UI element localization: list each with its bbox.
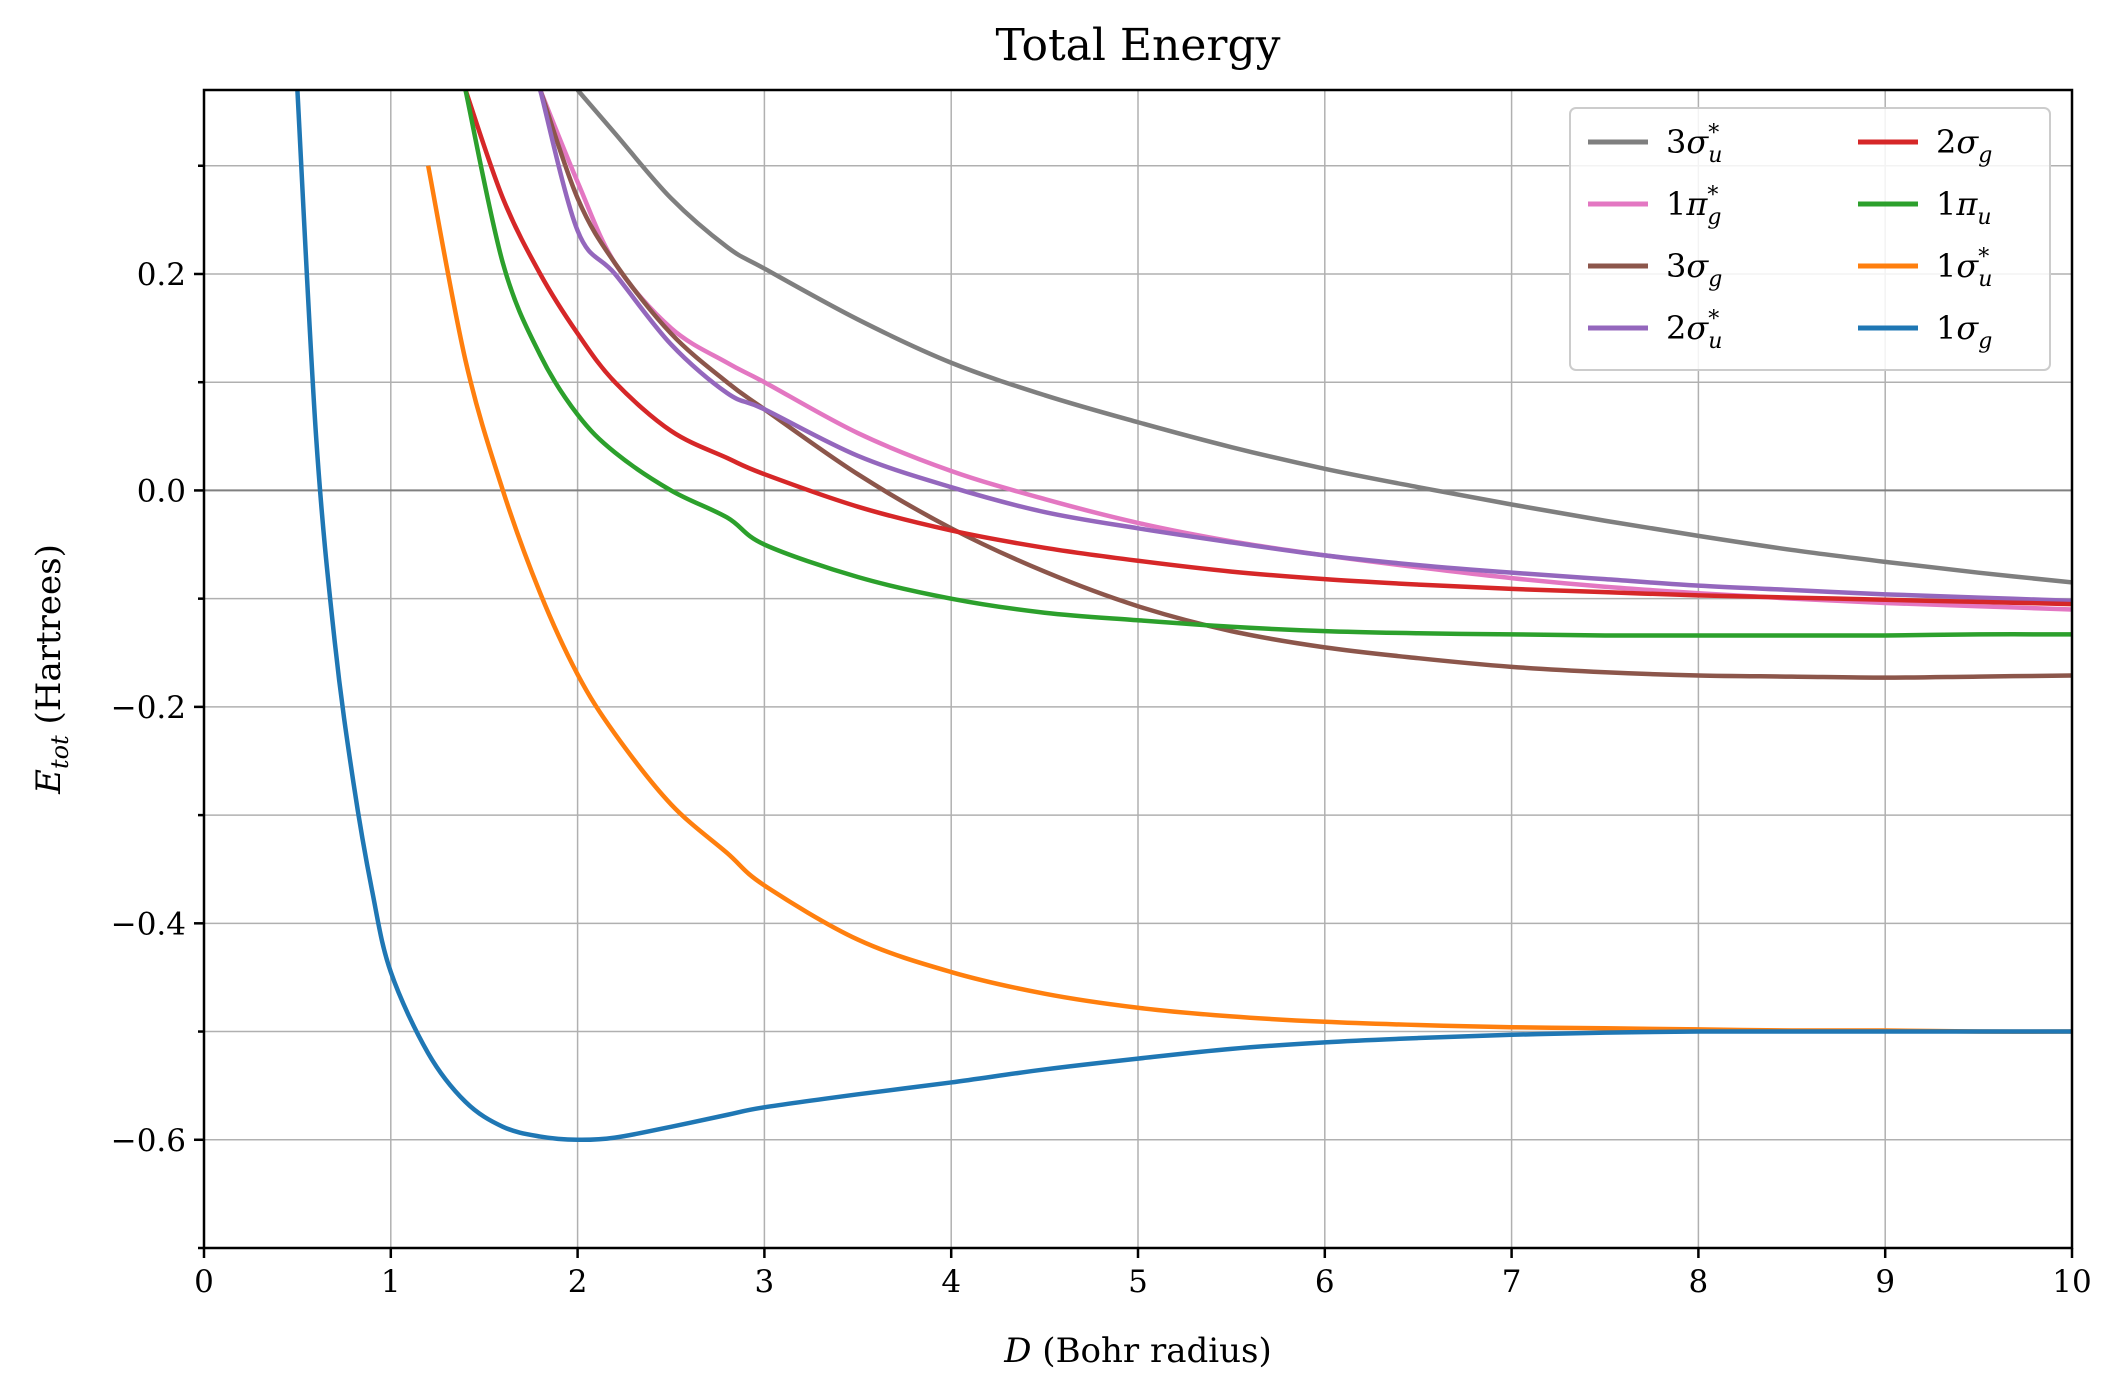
- x-tick-label: 6: [1315, 1264, 1335, 1300]
- series-line: [575, 90, 2072, 585]
- x-axis-label: D (Bohr radius): [1003, 1331, 1272, 1371]
- x-tick-label: 5: [1128, 1264, 1148, 1300]
- x-tick-label: 8: [1689, 1264, 1709, 1300]
- series-line: [538, 90, 2072, 604]
- axis-ticks: 0 1 2 3 4 5 6 7 8 9 10 −0.6 −0.4 −0.2 0.0 0.2: [111, 164, 2092, 1300]
- x-tick-label: 9: [1875, 1264, 1895, 1300]
- y-tick-label: 0.0: [137, 473, 186, 509]
- x-tick-label: 0: [194, 1264, 214, 1300]
- series-group: [295, 90, 2072, 1143]
- y-axis-label: Etot (Hartrees): [29, 544, 74, 795]
- legend: 3σ* u 1π* g 3σg 2σ* u 2σg 1πu 1σ* u 1σg: [1569, 107, 2051, 371]
- legend-entry-label: 2σg: [1936, 123, 1992, 168]
- y-tick-label: −0.6: [111, 1123, 186, 1159]
- series-line: [295, 90, 2072, 1143]
- chart-title: Total Energy: [996, 20, 1281, 71]
- series-line: [463, 90, 2072, 638]
- series-line: [463, 90, 2072, 607]
- x-axis-label-var: D: [1003, 1331, 1031, 1371]
- y-axis-label-rest: (Hartrees): [29, 544, 69, 735]
- x-tick-label: 10: [2052, 1264, 2091, 1300]
- x-tick-label: 7: [1502, 1264, 1522, 1300]
- x-axis-label-rest: (Bohr radius): [1032, 1331, 1272, 1371]
- legend-box: [1569, 107, 2051, 371]
- legend-entry-label: 3σ* u: [1666, 121, 1722, 168]
- series-line: [538, 90, 2072, 680]
- y-tick-label: 0.2: [137, 257, 186, 293]
- x-tick-label: 4: [941, 1264, 961, 1300]
- legend-entry-label: 1σg: [1936, 309, 1992, 354]
- legend-entry-label: 1π* g: [1666, 183, 1721, 230]
- legend-entry-label: 3σg: [1666, 247, 1722, 292]
- legend-entry-label: 1πu: [1936, 185, 1992, 230]
- y-axis-label-sub: tot: [46, 735, 74, 769]
- y-axis-label-var: E: [29, 769, 69, 795]
- legend-entry-label: 1σ* u: [1936, 245, 1992, 292]
- y-tick-label: −0.2: [111, 690, 186, 726]
- x-tick-label: 1: [381, 1264, 401, 1300]
- x-tick-label: 2: [568, 1264, 588, 1300]
- x-tick-label: 3: [755, 1264, 775, 1300]
- y-tick-label: −0.4: [111, 906, 186, 942]
- plot-frame: [202, 88, 2074, 1250]
- legend-entry-label: 2σ* u: [1666, 307, 1722, 354]
